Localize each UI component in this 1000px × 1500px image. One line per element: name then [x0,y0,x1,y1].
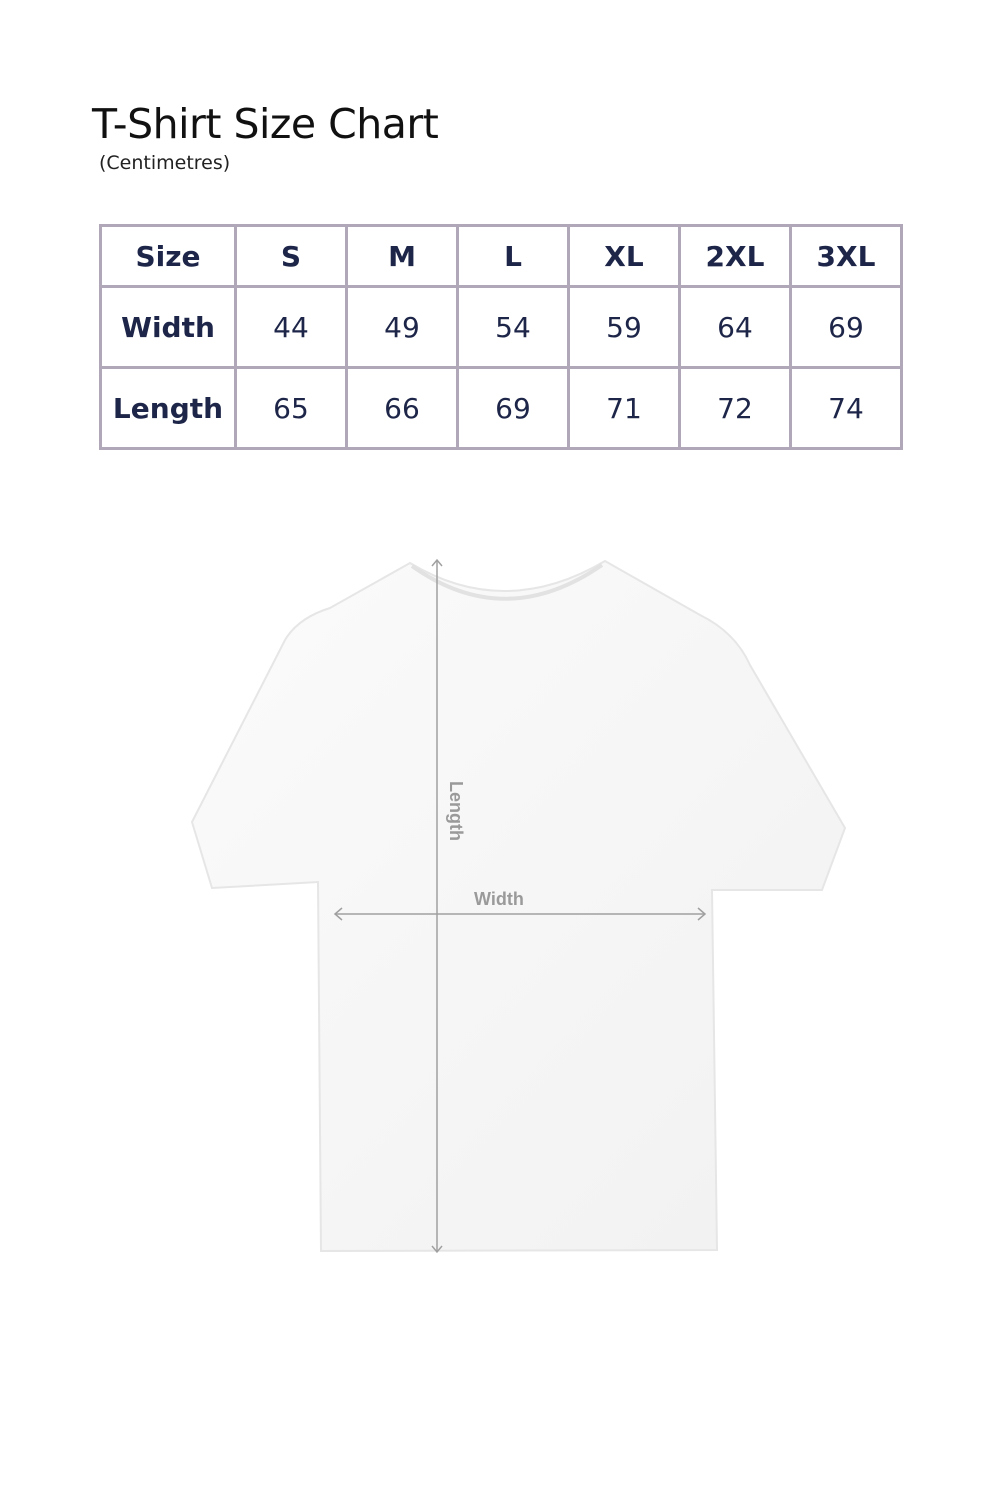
table-row: Length 65 66 69 71 72 74 [99,366,903,450]
table-cell: 71 [567,366,681,450]
table-cell: 72 [678,366,792,450]
header-cell: L [456,224,570,288]
table-cell: 65 [234,366,348,450]
table-cell: 49 [345,285,459,369]
page-title: T-Shirt Size Chart [92,100,439,148]
row-label: Length [99,366,237,450]
header-cell: 2XL [678,224,792,288]
table-cell: 74 [789,366,903,450]
table-cell: 64 [678,285,792,369]
width-arrow [333,907,707,921]
unit-label: (Centimetres) [99,152,231,174]
size-table: Size S M L XL 2XL 3XL Width 44 49 54 59 … [99,224,903,450]
table-header-row: Size S M L XL 2XL 3XL [99,224,903,288]
row-label: Width [99,285,237,369]
table-cell: 59 [567,285,681,369]
header-cell: M [345,224,459,288]
width-label: Width [474,889,524,909]
table-cell: 54 [456,285,570,369]
table-cell: 69 [456,366,570,450]
tshirt-collar [410,563,604,601]
header-cell: S [234,224,348,288]
header-cell: 3XL [789,224,903,288]
table-cell: 69 [789,285,903,369]
table-cell: 66 [345,366,459,450]
header-cell: Size [99,224,237,288]
length-label: Length [446,781,466,841]
header-cell: XL [567,224,681,288]
length-arrow [431,558,443,1254]
table-row: Width 44 49 54 59 64 69 [99,285,903,369]
tshirt-shape [190,559,847,1253]
table-cell: 44 [234,285,348,369]
